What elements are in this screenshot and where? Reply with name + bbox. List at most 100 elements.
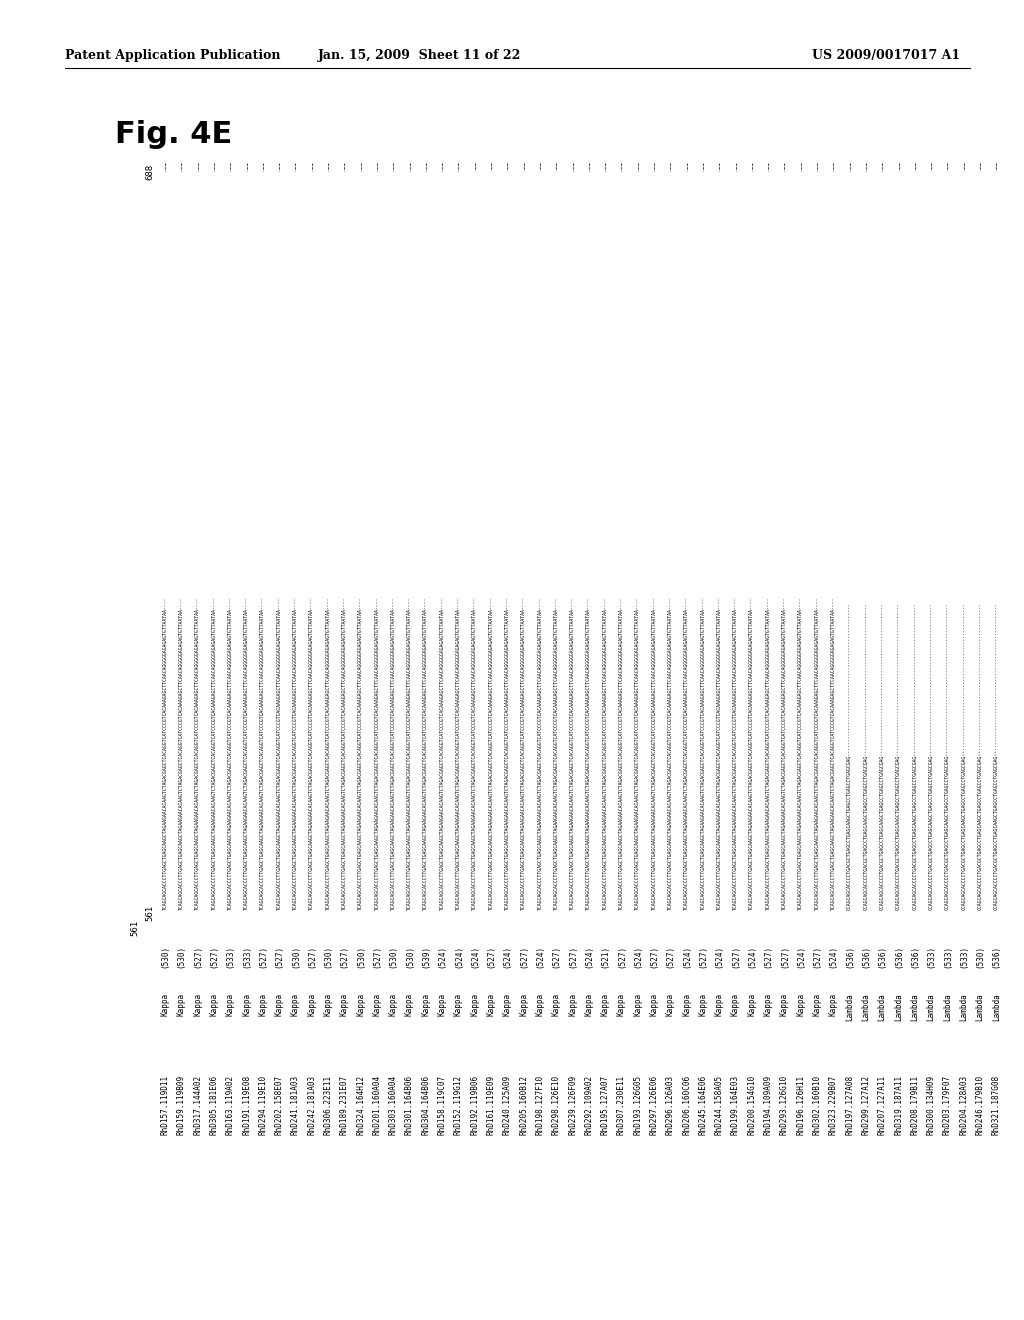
Text: (527): (527): [812, 945, 821, 968]
Text: Kappa: Kappa: [568, 993, 577, 1016]
Text: (530): (530): [976, 945, 984, 968]
Text: Kappa: Kappa: [748, 993, 757, 1016]
Text: (524): (524): [437, 945, 446, 968]
Text: RhD189.231E07: RhD189.231E07: [340, 1074, 349, 1135]
Text: Lambda: Lambda: [976, 993, 984, 1020]
Text: RhD161.119E09: RhD161.119E09: [486, 1074, 496, 1135]
Text: RhD208.179B11: RhD208.179B11: [910, 1074, 920, 1135]
Text: TCAGCAGCACCCTTGAGCTGAGCAAGCTAGAAGAACACAAGTCTAGACGAGCTCACAGGTCATCCCGTCACAAAGAGCTT: TCAGCAGCACCCTTGAGCTGAGCAAGCTAGAAGAACACAA…: [750, 597, 755, 909]
Text: TCAGCAGCACCCTTGAGCTGAGCAAGCTAGAAGAACACAAGTCTAGACGAGCTCACAGGTCATCCCGTCACAAAGAGCTT: TCAGCAGCACCCTTGAGCTGAGCAAGCTAGAAGAACACAA…: [276, 597, 282, 909]
Text: CCAGCAGCACCCCTGACGCTGAGCCTGAGCAAGCTGAGCCTGAGCCTGAGCGAG--------------------------: CCAGCAGCACCCCTGACGCTGAGCCTGAGCAAGCTGAGCC…: [978, 602, 982, 909]
Text: RhD245.164E06: RhD245.164E06: [698, 1074, 708, 1135]
Text: RhD305.181E06: RhD305.181E06: [209, 1074, 218, 1135]
Text: TCAGCAGCACCCTTGAGCTGAGCAAGCTAGAAGAACACAAGTCTAGACGAGCTCACAGGTCATCCCGTCACAAAGAGCTT: TCAGCAGCACCCTTGAGCTGAGCAAGCTAGAAGAACACAA…: [439, 597, 444, 909]
Text: Lambda: Lambda: [861, 993, 870, 1020]
Text: (530): (530): [177, 945, 185, 968]
Text: RhD206.160C06: RhD206.160C06: [682, 1074, 691, 1135]
Text: RhD240.125A09: RhD240.125A09: [503, 1074, 512, 1135]
Text: TCAGCAGCACCCTTGAGCTGAGCAAGCTAGAAGAACACAAGTCTAGACGAGCTCACAGGTCATCCCGTCACAAAGAGCTT: TCAGCAGCACCCTTGAGCTGAGCAAGCTAGAAGAACACAA…: [358, 597, 364, 909]
Text: RhD297.126E06: RhD297.126E06: [649, 1074, 658, 1135]
Text: (536): (536): [878, 945, 887, 968]
Text: RhD302.160B10: RhD302.160B10: [812, 1074, 821, 1135]
Text: TCAGCAGCACCCTTGAGCTGAGCAAGCTAGAAGAACACAAGTCTAGACGAGCTCACAGGTCATCCCGTCACAAAGAGCTT: TCAGCAGCACCCTTGAGCTGAGCAAGCTAGAAGAACACAA…: [244, 597, 249, 909]
Text: TCAGCAGCACCCTTGAGCTGAGCAAGCTAGAAGAACACAAGTCTAGACGAGCTCACAGGTCATCCCGTCACAAAGAGCTT: TCAGCAGCACCCTTGAGCTGAGCAAGCTAGAAGAACACAA…: [342, 597, 347, 909]
Text: RhD301.164B06: RhD301.164B06: [406, 1074, 414, 1135]
Text: (530): (530): [161, 945, 170, 968]
Text: Kappa: Kappa: [828, 993, 838, 1016]
Text: Kappa: Kappa: [519, 993, 528, 1016]
Text: RhD323.229B07: RhD323.229B07: [828, 1074, 838, 1135]
Text: RhD321.187G08: RhD321.187G08: [992, 1074, 1000, 1135]
Text: Kappa: Kappa: [649, 993, 658, 1016]
Text: RhD152.119G12: RhD152.119G12: [454, 1074, 463, 1135]
Text: Kappa: Kappa: [666, 993, 675, 1016]
Text: RhD293.126G10: RhD293.126G10: [780, 1074, 788, 1135]
Text: Kappa: Kappa: [698, 993, 708, 1016]
Text: CCAGCAGCACCCCTGACGCTGAGCCTGAGCAAGCTGAGCCTGAGCCTGAGCGAG--------------------------: CCAGCAGCACCCCTGACGCTGAGCCTGAGCAAGCTGAGCC…: [962, 602, 967, 909]
Text: (524): (524): [748, 945, 757, 968]
Text: TCAGCAGCACCCTTGAGCTGAGCAAGCTAGAAGAACACAAGTCTAGACGAGCTCACAGGTCATCCCGTCACAAAGAGCTT: TCAGCAGCACCCTTGAGCTGAGCAAGCTAGAAGAACACAA…: [587, 597, 591, 909]
Text: RhD239.126F09: RhD239.126F09: [568, 1074, 577, 1135]
Text: RhD324.164H12: RhD324.164H12: [356, 1074, 366, 1135]
Text: Lambda: Lambda: [927, 993, 936, 1020]
Text: (524): (524): [470, 945, 479, 968]
Text: Lambda: Lambda: [910, 993, 920, 1020]
Text: (527): (527): [340, 945, 349, 968]
Text: TCAGCAGCACCCTTGAGCTGAGCAAGCTAGAAGAACACAAGTCTAGACGAGCTCACAGGTCATCCCGTCACAAAGAGCTT: TCAGCAGCACCCTTGAGCTGAGCAAGCTAGAAGAACACAA…: [391, 597, 395, 909]
Text: TCAGCAGCACCCTTGAGCTGAGCAAGCTAGAAGAACACAAGTCTAGACGAGCTCACAGGTCATCCCGTCACAAAGAGCTT: TCAGCAGCACCCTTGAGCTGAGCAAGCTAGAAGAACACAA…: [570, 597, 575, 909]
Text: RhD246.179B10: RhD246.179B10: [976, 1074, 984, 1135]
Text: Kappa: Kappa: [601, 993, 609, 1016]
Text: Kappa: Kappa: [552, 993, 561, 1016]
Text: Kappa: Kappa: [715, 993, 724, 1016]
Text: RhD292.109A02: RhD292.109A02: [585, 1074, 593, 1135]
Text: (524): (524): [633, 945, 642, 968]
Text: Kappa: Kappa: [616, 993, 626, 1016]
Text: RhD303.160A04: RhD303.160A04: [389, 1074, 397, 1135]
Text: (533): (533): [242, 945, 251, 968]
Text: TCAGCAGCACCCTTGAGCTGAGCAAGCTAGAAGAACACAAGTCTAGACGAGCTCACAGGTCATCCCGTCACAAAGAGCTT: TCAGCAGCACCCTTGAGCTGAGCAAGCTAGAAGAACACAA…: [326, 597, 331, 909]
Text: Kappa: Kappa: [780, 993, 788, 1016]
Text: CCAGCAGCACCCCTGACGCTGAGCCTGAGCAAGCTGAGCCTGAGCCTGAGCGAG--------------------------: CCAGCAGCACCCCTGACGCTGAGCCTGAGCAAGCTGAGCC…: [880, 602, 885, 909]
Text: TCAGCAGCACCCTTGAGCTGAGCAAGCTAGAAGAACACAAGTCTAGACGAGCTCACAGGTCATCCCGTCACAAAGAGCTT: TCAGCAGCACCCTTGAGCTGAGCAAGCTAGAAGAACACAA…: [602, 597, 607, 909]
Text: (527): (527): [486, 945, 496, 968]
Text: RhD200.154G10: RhD200.154G10: [748, 1074, 757, 1135]
Text: (527): (527): [666, 945, 675, 968]
Text: TCAGCAGCACCCTTGAGCTGAGCAAGCTAGAAGAACACAAGTCTAGACGAGCTCACAGGTCATCCCGTCACAAAGAGCTT: TCAGCAGCACCCTTGAGCTGAGCAAGCTAGAAGAACACAA…: [766, 597, 771, 909]
Text: RhD294.119E10: RhD294.119E10: [258, 1074, 267, 1135]
Text: RhD199.164E03: RhD199.164E03: [731, 1074, 740, 1135]
Text: (533): (533): [959, 945, 969, 968]
Text: Lambda: Lambda: [943, 993, 952, 1020]
Text: RhD298.126E10: RhD298.126E10: [552, 1074, 561, 1135]
Text: RhD204.128A03: RhD204.128A03: [959, 1074, 969, 1135]
Text: 561: 561: [145, 906, 155, 921]
Text: Patent Application Publication: Patent Application Publication: [65, 49, 281, 62]
Text: TCAGCAGCACCCTTGAGCTGAGCAAGCTAGAAGAACACAAGTCTAGACGAGCTCACAGGTCATCCCGTCACAAAGAGCTT: TCAGCAGCACCCTTGAGCTGAGCAAGCTAGAAGAACACAA…: [260, 597, 265, 909]
Text: (524): (524): [828, 945, 838, 968]
Text: TCAGCAGCACCCTTGAGCTGAGCAAGCTAGAAGAACACAAGTCTAGACGAGCTCACAGGTCATCCCGTCACAAAGAGCTT: TCAGCAGCACCCTTGAGCTGAGCAAGCTAGAAGAACACAA…: [375, 597, 380, 909]
Text: (524): (524): [536, 945, 545, 968]
Text: Kappa: Kappa: [536, 993, 545, 1016]
Text: TCAGCAGCACCCTTGAGCTGAGCAAGCTAGAAGAACACAAGTCTAGACGAGCTCACAGGTCATCCCGTCACAAAGAGCTT: TCAGCAGCACCCTTGAGCTGAGCAAGCTAGAAGAACACAA…: [293, 597, 298, 909]
Text: Kappa: Kappa: [307, 993, 316, 1016]
Text: Kappa: Kappa: [470, 993, 479, 1016]
Text: Kappa: Kappa: [209, 993, 218, 1016]
Text: RhD194.109A09: RhD194.109A09: [764, 1074, 772, 1135]
Text: RhD196.126H11: RhD196.126H11: [797, 1074, 805, 1135]
Text: TCAGCAGCACCCTTGAGCTGAGCAAGCTAGAAGAACACAAGTCTAGACGAGCTCACAGGTCATCCCGTCACAAAGAGCTT: TCAGCAGCACCCTTGAGCTGAGCAAGCTAGAAGAACACAA…: [505, 597, 510, 909]
Text: RhD191.119E08: RhD191.119E08: [242, 1074, 251, 1135]
Text: Kappa: Kappa: [421, 993, 430, 1016]
Text: RhD300.134H09: RhD300.134H09: [927, 1074, 936, 1135]
Text: TCAGCAGCACCCTTGAGCTGAGCAAGCTAGAAGAACACAAGTCTAGACGAGCTCACAGGTCATCCCGTCACAAAGAGCTT: TCAGCAGCACCCTTGAGCTGAGCAAGCTAGAAGAACACAA…: [668, 597, 673, 909]
Text: RhD242.181A03: RhD242.181A03: [307, 1074, 316, 1135]
Text: RhD241.181A03: RhD241.181A03: [291, 1074, 300, 1135]
Text: (527): (527): [307, 945, 316, 968]
Text: (524): (524): [585, 945, 593, 968]
Text: RhD197.127A08: RhD197.127A08: [845, 1074, 854, 1135]
Text: 688: 688: [145, 164, 155, 180]
Text: RhD198.127F10: RhD198.127F10: [536, 1074, 545, 1135]
Text: RhD201.160A04: RhD201.160A04: [373, 1074, 381, 1135]
Text: TCAGCAGCACCCTTGAGCTGAGCAAGCTAGAAGAACACAAGTCTAGACGAGCTCACAGGTCATCCCGTCACAAAGAGCTT: TCAGCAGCACCCTTGAGCTGAGCAAGCTAGAAGAACACAA…: [651, 597, 656, 909]
Text: (524): (524): [503, 945, 512, 968]
Text: (527): (527): [209, 945, 218, 968]
Text: RhD203.179F07: RhD203.179F07: [943, 1074, 952, 1135]
